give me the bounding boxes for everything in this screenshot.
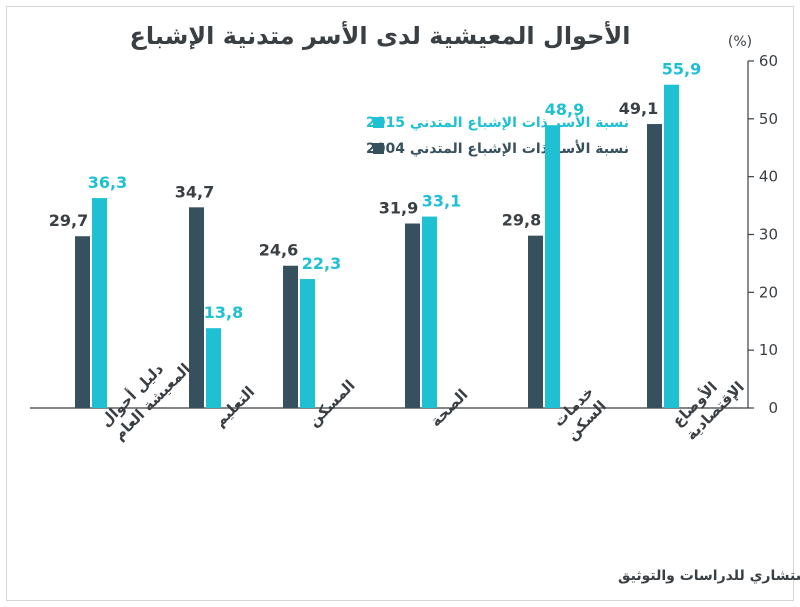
chart-frame	[6, 6, 794, 601]
y-tick-label: 60	[759, 52, 778, 70]
chart-title: الأحوال المعيشية لدى الأسر متدنية الإشبا…	[130, 21, 631, 50]
y-tick-label: 50	[759, 110, 778, 128]
data-label-2015-0: 36,3	[88, 173, 127, 192]
legend-swatch-2004	[373, 143, 384, 154]
axes: 0 10 20 30 40 50 60	[30, 52, 778, 417]
data-label-2015-5: 55,9	[662, 60, 701, 79]
bar-2004-1	[189, 207, 204, 408]
data-label-2004-0: 29,7	[49, 211, 88, 230]
data-label-2015-3: 33,1	[422, 192, 461, 211]
y-tick-label: 40	[759, 168, 778, 186]
legend-label-2015: نسبة الأسر ذات الإشباع المتدني 2015	[366, 114, 629, 131]
bar-2004-0	[75, 236, 90, 408]
data-label-2004-2: 24,6	[259, 241, 298, 260]
y-axis-unit: (%)	[728, 34, 752, 50]
bar-2015-4	[545, 125, 560, 408]
bar-2004-2	[283, 265, 298, 408]
legend: نسبة الأسر ذات الإشباع المتدني 2015 نسبة…	[366, 114, 629, 157]
bar-2004-3	[405, 223, 420, 408]
bar-2015-5	[664, 84, 679, 408]
bar-2004-5	[647, 124, 662, 408]
bar-2015-1	[206, 328, 221, 408]
data-label-2015-4: 48,9	[545, 100, 584, 119]
y-tick-label: 0	[768, 399, 778, 417]
source-note: المصدر: الأحوال المعيشية للأسر في لبنان …	[618, 567, 800, 585]
data-label-2004-5: 49,1	[619, 99, 658, 118]
bar-2004-4	[528, 235, 543, 408]
y-tick-label: 10	[759, 341, 778, 359]
data-label-2004-3: 31,9	[379, 199, 418, 218]
bar-2015-0	[92, 198, 107, 408]
bars	[75, 84, 679, 408]
bar-2015-2	[300, 279, 315, 408]
bar-2015-3	[422, 216, 437, 408]
legend-swatch-2015	[373, 117, 384, 128]
legend-label-2004: نسبة الأسر ذات الإشباع المتدني 2004	[366, 140, 629, 157]
data-labels: 29,736,3 34,7 13,8 24,622,3 31,9 33,1 29,8 48,9…	[49, 60, 701, 322]
data-label-2015-1: 13,8	[204, 303, 243, 322]
y-tick-label: 30	[759, 226, 778, 244]
data-label-2015-2: 22,3	[302, 254, 341, 273]
data-label-2004-1: 34,7	[175, 182, 214, 201]
data-label-2004-4: 29,8	[502, 211, 541, 230]
y-tick-label: 20	[759, 283, 778, 301]
